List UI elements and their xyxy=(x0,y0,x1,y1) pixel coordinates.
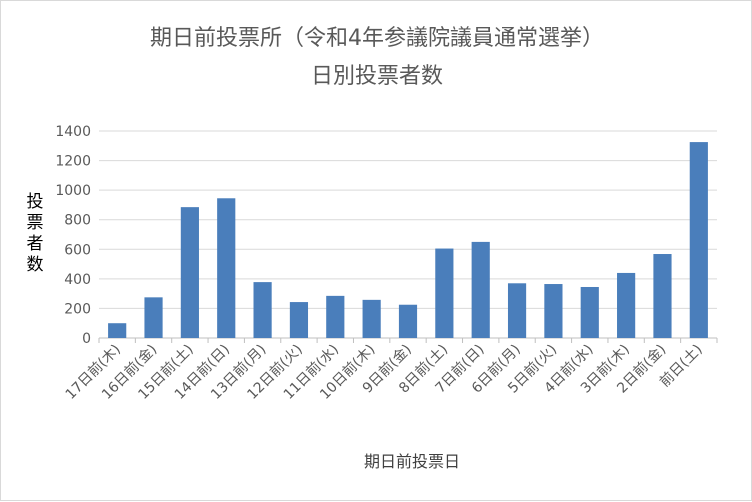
bar xyxy=(180,207,199,338)
bar xyxy=(144,297,163,338)
x-axis-ticks: 17日前(木)16日前(金)15日前(土)14日前(日)13日前(月)12日前(… xyxy=(62,338,718,403)
bar xyxy=(108,323,127,338)
bar xyxy=(544,284,563,338)
y-axis-title-char: 票 xyxy=(27,213,44,233)
bar xyxy=(362,299,381,338)
y-axis-title-char: 投 xyxy=(27,192,44,212)
x-axis-title: 期日前投票日 xyxy=(364,452,460,471)
chart-title-line2: 日別投票者数 xyxy=(311,64,443,89)
bar xyxy=(580,286,599,338)
bar xyxy=(435,248,454,338)
y-axis-title: 投票者数 xyxy=(27,192,44,275)
y-tick-label: 1000 xyxy=(55,183,91,199)
bar xyxy=(398,304,418,338)
bar xyxy=(326,295,345,338)
y-tick-label: 600 xyxy=(64,242,91,258)
y-axis-ticks: 0 200 400 600 800 1000 1200 1400 xyxy=(55,124,91,347)
y-tick-label: 800 xyxy=(64,213,91,229)
bar xyxy=(653,254,672,338)
y-tick-label: 0 xyxy=(82,331,91,347)
y-axis-title-char: 者 xyxy=(27,234,44,254)
y-tick-label: 200 xyxy=(64,301,91,317)
bar xyxy=(689,142,708,338)
y-tick-label: 400 xyxy=(64,272,91,288)
y-axis-title-char: 数 xyxy=(27,255,44,275)
bars xyxy=(108,142,708,338)
bar xyxy=(253,282,272,338)
bar xyxy=(617,272,636,338)
chart-title-line1: 期日前投票所（令和4年参議院議員通常選挙） xyxy=(150,26,604,51)
gridlines xyxy=(99,130,717,339)
y-tick-label: 1400 xyxy=(55,124,91,140)
bar xyxy=(289,302,309,338)
bar xyxy=(217,198,236,338)
bar xyxy=(471,241,490,338)
y-tick-label: 1200 xyxy=(55,154,91,170)
bar xyxy=(507,283,527,338)
